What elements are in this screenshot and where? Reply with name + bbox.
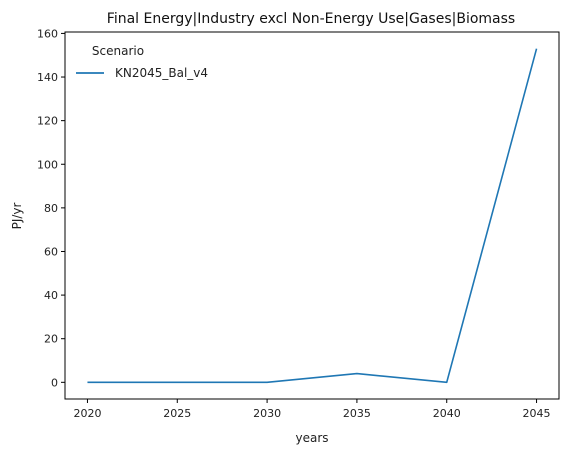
- legend: Scenario KN2045_Bal_v4: [76, 44, 208, 80]
- x-tick-label: 2040: [433, 407, 461, 420]
- x-tick-label: 2020: [73, 407, 101, 420]
- x-axis-label: years: [295, 431, 328, 445]
- x-axis: 2020 2025 2030 2035 2040 2045: [73, 399, 551, 420]
- series-line-kn2045-bal-v4: [87, 48, 538, 384]
- chart-title: Final Energy|Industry excl Non-Energy Us…: [107, 11, 515, 27]
- y-tick-label: 100: [37, 158, 58, 171]
- x-tick-label: 2025: [163, 407, 191, 420]
- x-tick-label: 2030: [253, 407, 281, 420]
- plot-area: [64, 31, 560, 400]
- y-axis: 0 20 40 60 80 100 120 140 160: [37, 27, 65, 389]
- legend-label-kn2045-bal-v4: KN2045_Bal_v4: [115, 66, 208, 80]
- y-axis-label: PJ/yr: [10, 203, 24, 230]
- y-tick-label: 20: [44, 333, 58, 346]
- y-tick-label: 160: [37, 27, 58, 40]
- legend-title: Scenario: [92, 44, 144, 58]
- series-layer: [87, 48, 538, 384]
- y-tick-label: 40: [44, 289, 58, 302]
- y-tick-label: 60: [44, 245, 58, 258]
- y-tick-label: 0: [51, 376, 58, 389]
- x-tick-label: 2035: [343, 407, 371, 420]
- x-tick-label: 2045: [523, 407, 551, 420]
- y-tick-label: 120: [37, 115, 58, 128]
- y-tick-label: 140: [37, 71, 58, 84]
- y-tick-label: 80: [44, 202, 58, 215]
